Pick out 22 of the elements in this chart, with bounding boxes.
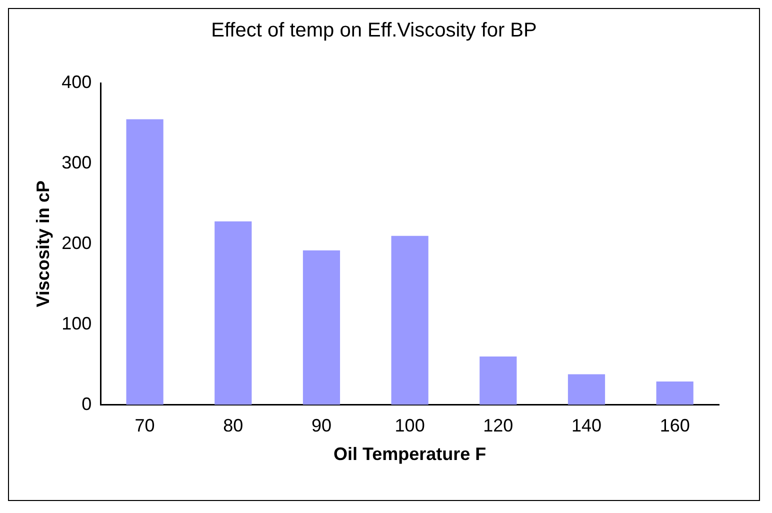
bar <box>214 221 252 405</box>
y-tick-label: 400 <box>62 72 92 92</box>
x-axis-title: Oil Temperature F <box>333 444 486 464</box>
y-tick-label: 100 <box>62 313 92 334</box>
bar <box>656 381 694 405</box>
bar <box>391 236 428 405</box>
x-tick-label: 80 <box>223 416 244 436</box>
x-tick-label: 120 <box>483 416 514 436</box>
x-tick-label: 70 <box>134 416 155 436</box>
y-tick-label: 200 <box>62 232 92 253</box>
y-tick-label: 300 <box>62 152 92 172</box>
bar <box>302 250 340 405</box>
x-tick-label: 90 <box>311 416 332 436</box>
chart-title: Effect of temp on Eff.Viscosity for BP <box>211 20 537 42</box>
x-tick-label: 140 <box>571 416 602 436</box>
y-tick-label: 0 <box>82 394 92 414</box>
bar <box>480 356 517 405</box>
bar <box>126 119 164 405</box>
x-tick-label: 160 <box>660 416 690 436</box>
x-tick-label: 100 <box>394 416 425 436</box>
y-axis-title: Viscosity in cP <box>32 180 53 308</box>
bar <box>568 374 606 405</box>
